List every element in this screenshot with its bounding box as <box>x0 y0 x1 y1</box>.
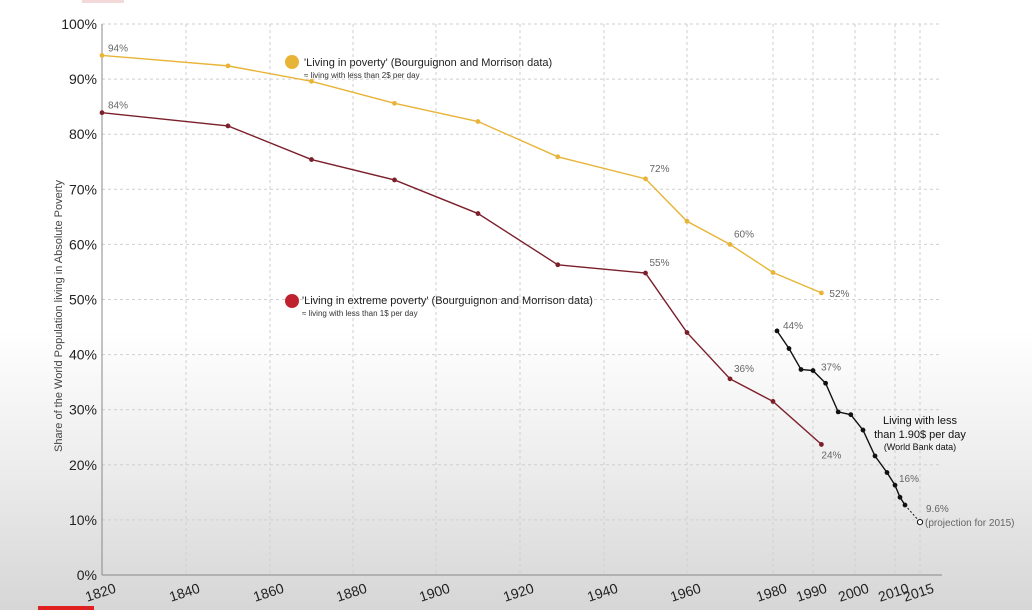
data-point-world-bank <box>892 482 898 488</box>
world-bank-title: Living with less <box>883 415 957 427</box>
data-label-poverty: 52% <box>829 289 849 300</box>
x-tick-label: 1820 <box>83 580 118 605</box>
y-tick-label: 40% <box>69 347 97 363</box>
data-point-poverty <box>392 100 397 106</box>
x-tick-label: 1940 <box>585 580 620 605</box>
series-line-poverty <box>101 54 822 294</box>
data-point-world-bank <box>848 412 854 418</box>
data-labels: 94% 72% 60% 52% 84% 55% 36% 24% 44% 37% 16% 9.6% (pr… <box>108 43 1015 529</box>
data-label-world-bank: 16% <box>899 474 919 485</box>
data-point-extreme-poverty <box>727 376 733 382</box>
y-tick-label: 90% <box>69 71 97 87</box>
data-point-world-bank <box>835 409 841 415</box>
data-point-poverty <box>643 176 648 182</box>
data-point-extreme-poverty <box>392 177 397 183</box>
data-point-poverty <box>555 154 561 160</box>
data-point-world-bank <box>897 494 903 500</box>
data-point-extreme-poverty <box>225 123 231 129</box>
top-decor-bar <box>82 0 124 3</box>
y-tick-label: 20% <box>69 457 97 473</box>
data-point-poverty <box>225 63 231 69</box>
data-label-extreme-poverty: 55% <box>650 258 670 269</box>
x-tick-label: 1840 <box>167 580 202 605</box>
data-point-poverty <box>99 53 105 58</box>
legend-extreme-poverty-subtitle: ≈ living with less than 1$ per day <box>302 309 418 318</box>
y-tick-label: 60% <box>69 236 97 252</box>
data-label-world-bank: 37% <box>821 363 841 374</box>
x-tick-label: 1990 <box>794 580 829 605</box>
world-bank-subtitle: (World Bank data) <box>884 442 956 452</box>
data-point-extreme-poverty <box>475 211 481 216</box>
x-tick-label: 1960 <box>668 580 703 605</box>
series <box>99 53 924 526</box>
data-label-extreme-poverty: 24% <box>821 450 841 461</box>
world-bank-title-line2: than 1.90$ per day <box>874 429 966 441</box>
data-point-poverty <box>475 119 481 124</box>
data-point-extreme-poverty <box>684 330 690 335</box>
data-point-extreme-poverty <box>643 270 648 276</box>
data-label-world-bank: 44% <box>783 321 803 332</box>
x-tick-label: 1900 <box>417 580 452 605</box>
grid <box>102 23 942 575</box>
data-label-poverty: 94% <box>108 43 128 54</box>
data-point-poverty <box>727 242 733 247</box>
data-point-extreme-poverty <box>555 262 561 268</box>
x-tick-label: 1980 <box>754 580 789 605</box>
x-tick-label: 1880 <box>334 580 369 605</box>
data-point-world-bank <box>884 470 890 475</box>
data-point-world-bank <box>810 368 816 373</box>
annotation-world-bank: Living with less than 1.90$ per day (Wor… <box>874 415 966 452</box>
data-point-extreme-poverty <box>819 442 824 447</box>
data-point-world-bank <box>823 380 828 386</box>
y-axis-label: Share of the World Population living in … <box>53 180 65 452</box>
y-tick-label: 30% <box>69 402 97 418</box>
legend-poverty-title: 'Living in poverty' (Bourguignon and Mor… <box>304 57 552 69</box>
legend-poverty: 'Living in poverty' (Bourguignon and Mor… <box>285 55 552 80</box>
legend-poverty-subtitle: ≈ living with less than 2$ per day <box>304 71 420 80</box>
data-label-extreme-poverty: 36% <box>734 364 754 375</box>
x-tick-label: 1860 <box>251 580 286 605</box>
y-tick-label: 0% <box>77 567 97 583</box>
data-label-poverty: 72% <box>650 164 670 175</box>
y-tick-label: 50% <box>69 292 97 308</box>
legend-extreme-poverty-dot <box>285 294 299 308</box>
axes: 0% 10% 20% 30% 40% 50% 60% 70% 80% 90% 100% 1820 184… <box>61 16 942 605</box>
x-tick-label: 1920 <box>501 580 536 605</box>
legend-extreme-poverty-title: 'Living in extreme poverty' (Bourguignon… <box>302 295 593 307</box>
data-point-poverty <box>770 270 776 275</box>
data-point-poverty <box>819 290 824 296</box>
y-tick-label: 100% <box>61 16 97 32</box>
legend-poverty-dot <box>285 55 299 69</box>
legend-extreme-poverty: 'Living in extreme poverty' (Bourguignon… <box>285 294 593 318</box>
x-tick-label: 2000 <box>836 580 871 605</box>
data-point-world-bank <box>872 453 878 459</box>
projection-value-label: 9.6% <box>926 504 949 515</box>
data-label-extreme-poverty: 84% <box>108 101 128 112</box>
data-point-poverty <box>309 78 314 84</box>
data-point-world-bank <box>786 346 792 351</box>
data-point-world-bank <box>774 328 780 334</box>
projection-note-label: (projection for 2015) <box>925 518 1015 529</box>
data-point-world-bank <box>798 367 804 372</box>
data-point-world-bank <box>860 427 866 433</box>
data-label-poverty: 60% <box>734 229 754 240</box>
y-tick-label: 80% <box>69 126 97 142</box>
series-line-extreme-poverty <box>101 112 822 445</box>
y-tick-label: 10% <box>69 512 97 528</box>
data-point-extreme-poverty <box>309 157 314 162</box>
data-point-extreme-poverty <box>99 110 105 116</box>
data-point-extreme-poverty <box>770 399 776 404</box>
data-point-poverty <box>684 218 690 224</box>
projection-point <box>916 519 924 526</box>
y-tick-label: 70% <box>69 181 97 197</box>
bottom-progress-bar <box>38 606 94 610</box>
